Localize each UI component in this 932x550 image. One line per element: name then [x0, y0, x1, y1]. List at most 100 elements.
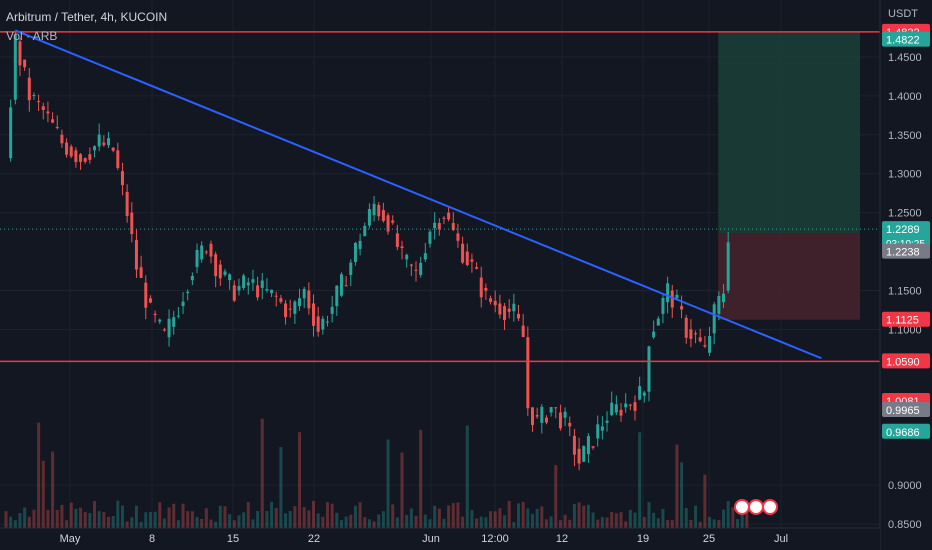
stop-zone — [718, 233, 860, 320]
volume-bar — [391, 504, 395, 528]
price-label-badge — [882, 221, 930, 252]
candle-body — [395, 233, 399, 247]
volume-bar — [596, 519, 600, 528]
volume-bar — [260, 418, 264, 528]
price-label-text: 1.2289 — [886, 224, 920, 236]
candle-body — [102, 142, 106, 146]
candle-body — [330, 306, 334, 314]
candle-body — [344, 285, 348, 287]
candle-body — [23, 59, 27, 68]
y-tick-label: 1.1000 — [888, 324, 922, 336]
y-tick-label: 1.2500 — [888, 208, 922, 220]
candle-body — [437, 223, 441, 230]
volume-bar — [344, 516, 348, 528]
descending-trendline — [14, 29, 822, 360]
candle-body — [153, 313, 157, 315]
candle-body — [563, 411, 567, 418]
candle-body — [74, 150, 78, 163]
candle-body — [544, 417, 548, 423]
candle-body — [433, 222, 437, 229]
volume-bar — [88, 512, 92, 528]
x-tick-label: 8 — [149, 533, 155, 545]
volume-bar — [130, 517, 134, 528]
candle-body — [428, 231, 432, 244]
price-label-badge — [882, 31, 930, 47]
candle-body — [703, 345, 707, 347]
candle-body — [274, 295, 278, 297]
volume-bar — [745, 500, 749, 528]
candle-body — [694, 333, 698, 335]
y-tick-label: 1.1500 — [888, 286, 922, 298]
candle-body — [381, 210, 385, 221]
volume-bar — [367, 519, 371, 528]
candle-body — [530, 407, 534, 426]
volume-bar — [298, 432, 302, 528]
volume-bar — [256, 511, 260, 528]
candle-body — [32, 94, 36, 96]
candle-body — [83, 158, 87, 162]
volume-bar — [181, 503, 185, 528]
candle-body — [680, 306, 684, 310]
candle-body — [158, 319, 162, 322]
candle-body — [279, 298, 283, 302]
volume-bar — [540, 506, 544, 528]
volume-bar — [18, 512, 22, 528]
candle-body — [596, 424, 600, 439]
volume-bar — [195, 516, 199, 528]
volume-bar — [69, 502, 73, 528]
volume-bar — [731, 507, 735, 528]
candle-body — [9, 107, 13, 159]
volume-bar — [279, 447, 283, 528]
candle-body — [442, 217, 446, 219]
candle-body — [489, 298, 493, 302]
volume-bar — [321, 516, 325, 528]
candle-body — [265, 288, 269, 291]
candle-body — [367, 209, 371, 226]
volume-bar — [134, 505, 138, 528]
candle-body — [512, 303, 516, 312]
candle-body — [605, 420, 609, 423]
candle-body — [288, 308, 292, 310]
candle-body — [610, 402, 614, 416]
volume-bar — [223, 506, 227, 528]
volume-bar — [316, 513, 320, 528]
volume-bar — [493, 511, 497, 528]
candle-body — [461, 243, 465, 263]
economic-event-icon — [734, 499, 750, 515]
candle-body — [470, 259, 474, 262]
volume-bar — [619, 512, 623, 528]
candle-body — [167, 318, 171, 338]
volume-bar — [158, 502, 162, 528]
volume-indicator-label[interactable]: Vol · ARB — [6, 29, 58, 43]
volume-bar — [479, 516, 483, 528]
volume-bar — [428, 519, 432, 528]
candle-body — [358, 240, 362, 249]
symbol-title[interactable]: Arbitrum / Tether, 4h, KUCOIN — [6, 10, 168, 24]
candle-body — [125, 191, 129, 217]
candle-body — [41, 106, 45, 110]
volume-bar — [614, 513, 618, 528]
price-label-text: 0.9965 — [886, 405, 920, 417]
currency-label[interactable]: USDT — [888, 8, 918, 20]
x-tick-label: 25 — [703, 533, 715, 545]
volume-bar — [628, 509, 632, 528]
volume-bar — [442, 518, 446, 528]
candle-body — [447, 212, 451, 220]
volume-bar — [4, 511, 8, 528]
volume-bar — [451, 502, 455, 528]
candle-body — [218, 264, 222, 279]
candle-body — [270, 289, 274, 294]
candle-body — [120, 171, 124, 186]
volume-bar — [503, 515, 507, 528]
candle-body — [339, 274, 343, 296]
y-tick-label: 1.3500 — [888, 130, 922, 142]
candle-body — [18, 41, 22, 66]
volume-bar — [274, 508, 278, 528]
volume-bar — [214, 521, 218, 528]
candle-body — [586, 436, 590, 455]
candle-body — [51, 119, 55, 123]
candle-body — [391, 220, 395, 223]
volume-bar — [139, 521, 143, 528]
